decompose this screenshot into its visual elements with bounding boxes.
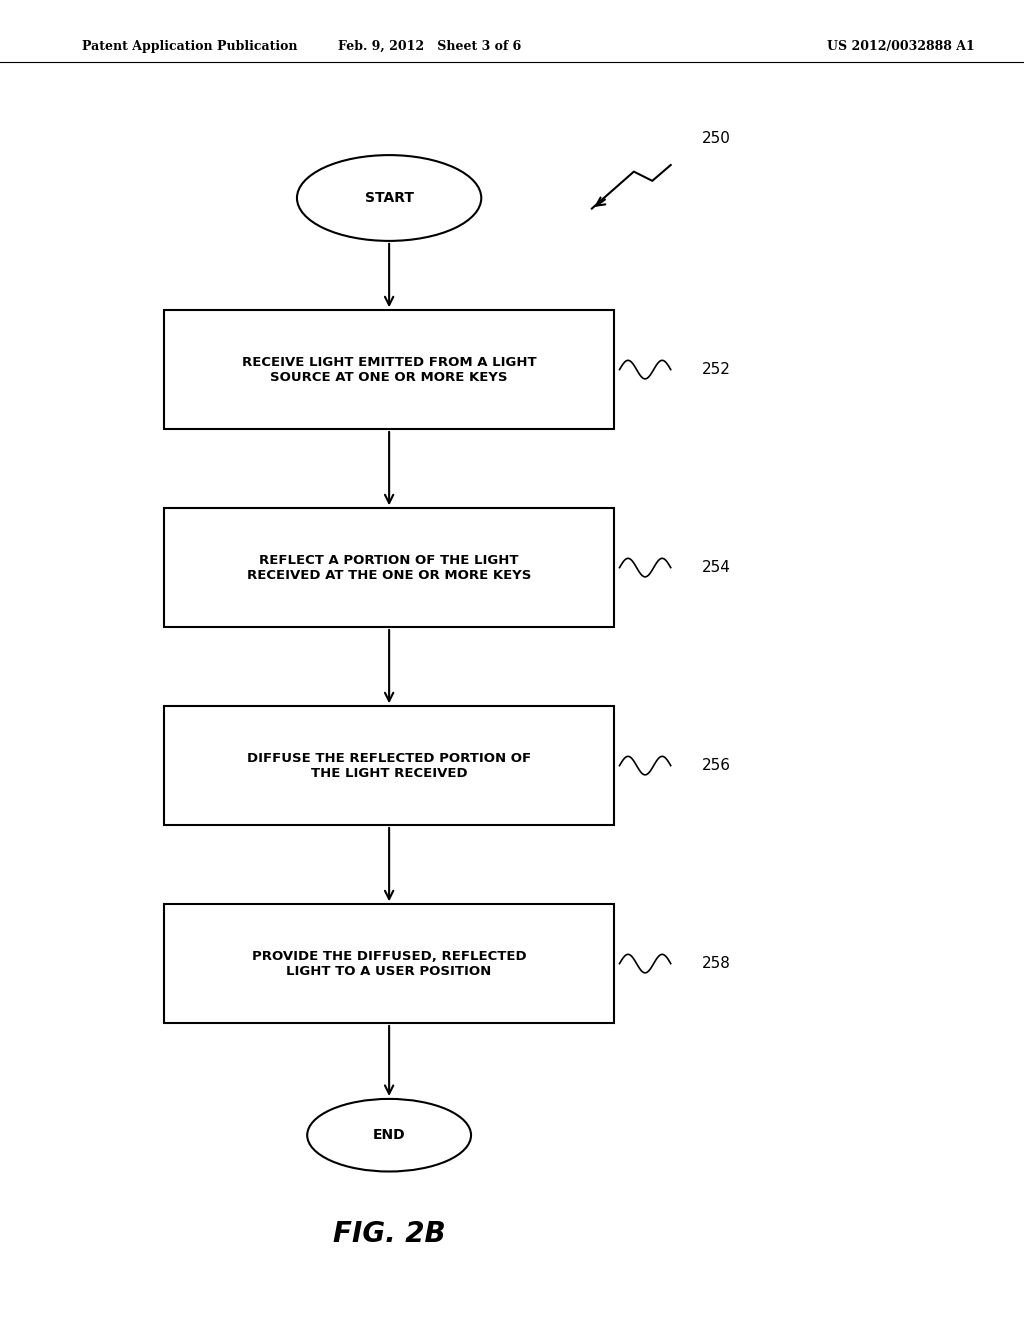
Text: FIG. 2B: FIG. 2B [333,1220,445,1249]
Text: US 2012/0032888 A1: US 2012/0032888 A1 [827,40,975,53]
FancyBboxPatch shape [164,310,614,429]
Text: RECEIVE LIGHT EMITTED FROM A LIGHT
SOURCE AT ONE OR MORE KEYS: RECEIVE LIGHT EMITTED FROM A LIGHT SOURC… [242,355,537,384]
Text: 256: 256 [701,758,730,774]
Text: 252: 252 [701,362,730,378]
Text: PROVIDE THE DIFFUSED, REFLECTED
LIGHT TO A USER POSITION: PROVIDE THE DIFFUSED, REFLECTED LIGHT TO… [252,949,526,978]
Text: REFLECT A PORTION OF THE LIGHT
RECEIVED AT THE ONE OR MORE KEYS: REFLECT A PORTION OF THE LIGHT RECEIVED … [247,553,531,582]
FancyBboxPatch shape [164,706,614,825]
Ellipse shape [297,154,481,242]
Text: 254: 254 [701,560,730,576]
Text: Patent Application Publication: Patent Application Publication [82,40,297,53]
Text: DIFFUSE THE REFLECTED PORTION OF
THE LIGHT RECEIVED: DIFFUSE THE REFLECTED PORTION OF THE LIG… [247,751,531,780]
Text: Feb. 9, 2012   Sheet 3 of 6: Feb. 9, 2012 Sheet 3 of 6 [339,40,521,53]
Text: 258: 258 [701,956,730,972]
Text: START: START [365,191,414,205]
Text: 250: 250 [701,131,730,147]
FancyBboxPatch shape [164,904,614,1023]
Ellipse shape [307,1098,471,1172]
Text: END: END [373,1129,406,1142]
FancyBboxPatch shape [164,508,614,627]
